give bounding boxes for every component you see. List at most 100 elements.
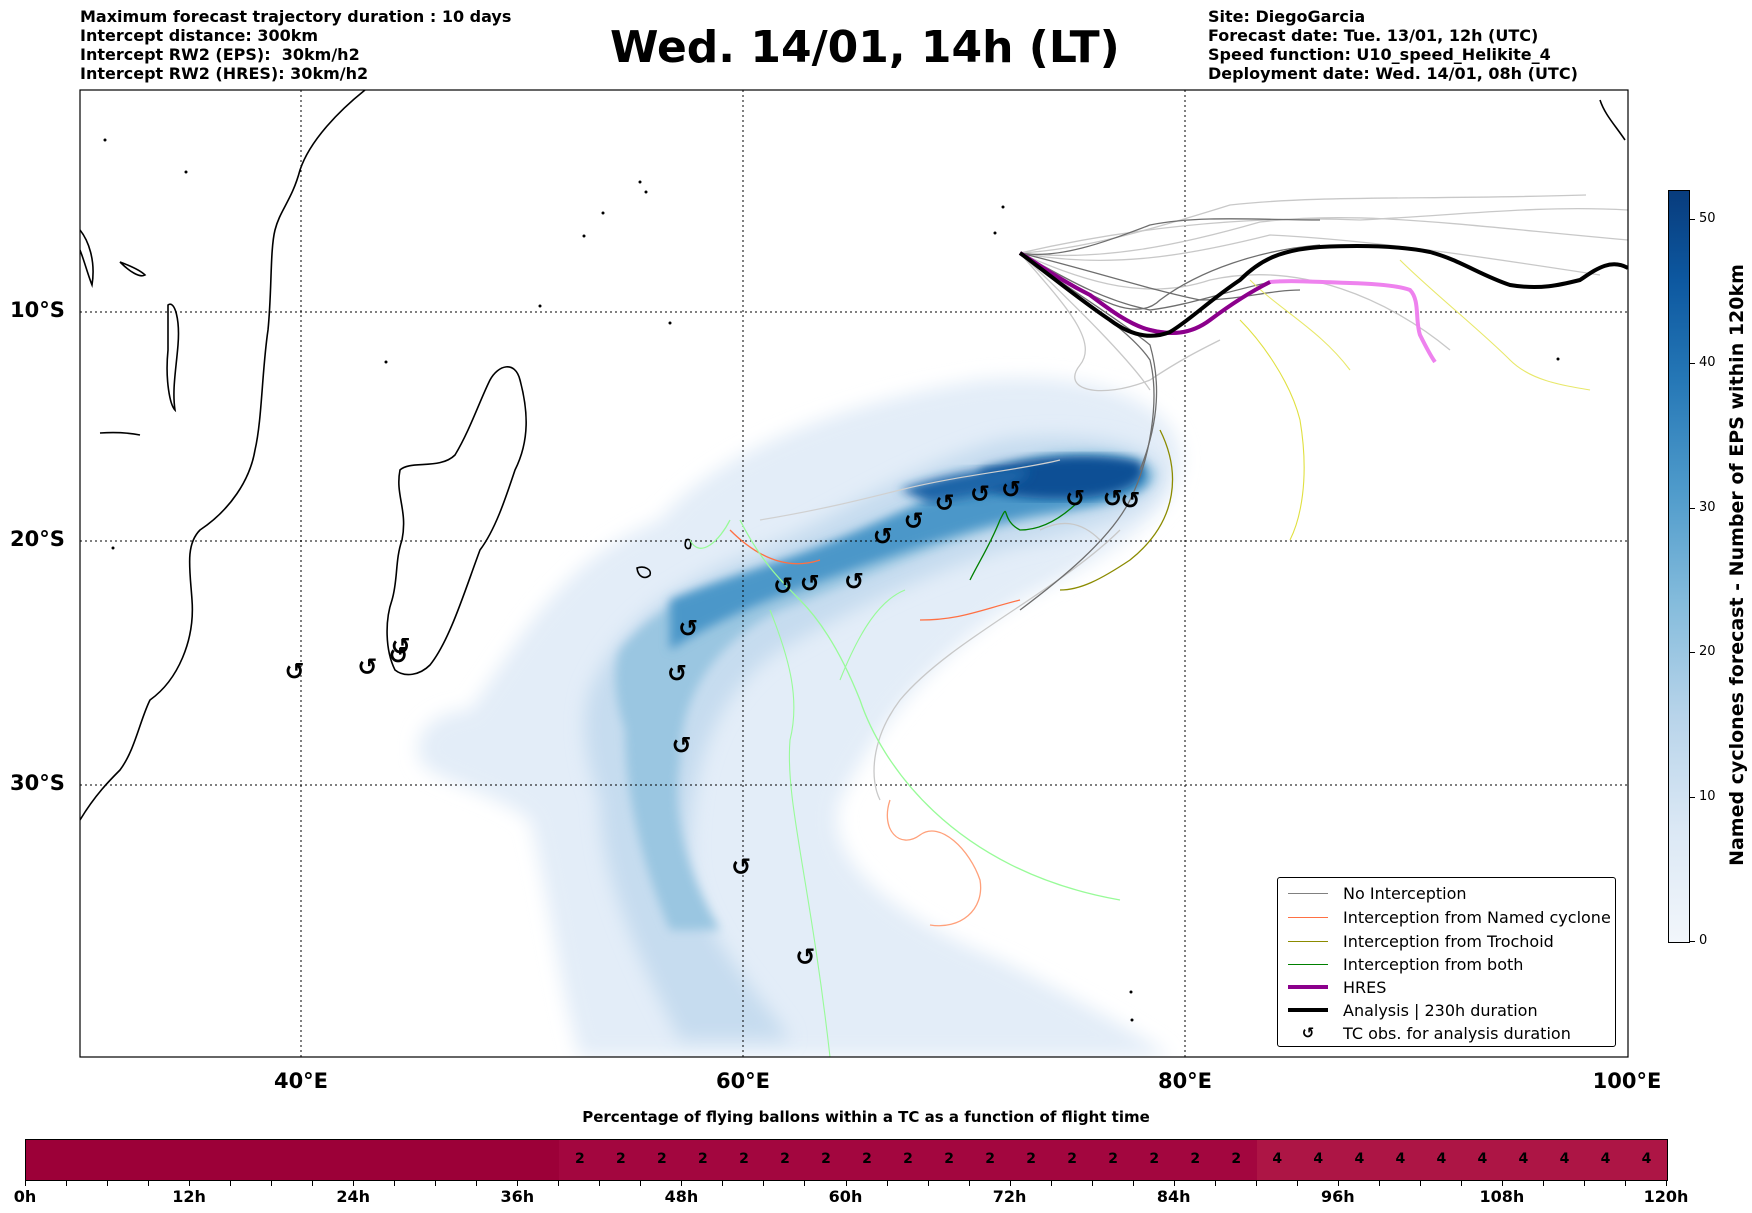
time-bar: 2 2 2 2 2 2 2 2 2 2 2 2 2 2 2 2 2 4 4 4 4 4 4 4 4 4 4 bbox=[25, 1139, 1668, 1181]
time-bar-tick-label: 0h bbox=[13, 1187, 37, 1206]
time-bar-tick-label: 12h bbox=[172, 1187, 206, 1206]
legend-item-analysis: Analysis | 230h duration bbox=[1288, 999, 1538, 1021]
legend-swatch bbox=[1288, 916, 1328, 918]
time-bar-tick bbox=[1378, 1181, 1380, 1186]
time-bar-value: 2 bbox=[1149, 1151, 1160, 1167]
tc-obs-marker: ↺ bbox=[357, 653, 377, 681]
tc-marker-icon: ↺ bbox=[1301, 1024, 1315, 1042]
colorbar-tick-label: 0 bbox=[1699, 933, 1708, 948]
legend-item-both: Interception from both bbox=[1288, 953, 1523, 975]
legend-item-named-cyclone: Interception from Named cyclone bbox=[1288, 906, 1611, 928]
tc-obs-marker: ↺ bbox=[1065, 484, 1085, 512]
time-bar-tick bbox=[107, 1181, 109, 1186]
tc-obs-marker: ↺ bbox=[873, 523, 893, 551]
time-bar-value: 2 bbox=[657, 1151, 667, 1167]
time-bar-tick bbox=[1009, 1181, 1011, 1186]
time-bar-tick bbox=[271, 1181, 273, 1186]
tc-obs-marker: ↺ bbox=[731, 853, 751, 881]
colorbar-tick bbox=[1690, 507, 1695, 509]
map-legend: No Interception Interception from Named … bbox=[1277, 877, 1616, 1047]
time-bar-tick bbox=[1091, 1181, 1093, 1186]
tc-obs-marker: ↺ bbox=[773, 572, 793, 600]
time-bar-tick bbox=[1173, 1181, 1175, 1186]
time-bar-tick-label: 108h bbox=[1479, 1187, 1525, 1206]
time-bar-tick bbox=[681, 1181, 683, 1186]
time-bar-tick bbox=[66, 1181, 68, 1186]
lat-label-30s: 30°S bbox=[10, 771, 65, 795]
colorbar-tick-label: 10 bbox=[1699, 788, 1716, 804]
time-bar-value: 2 bbox=[1067, 1151, 1077, 1167]
tc-obs-marker: ↺ bbox=[970, 480, 990, 508]
lon-label-80e: 80°E bbox=[1157, 1069, 1213, 1093]
time-bar-segment bbox=[559, 1140, 1257, 1180]
time-bar-tick bbox=[476, 1181, 478, 1186]
colorbar bbox=[1668, 190, 1690, 943]
lat-label-20s: 20°S bbox=[10, 527, 65, 551]
header-left: Maximum forecast trajectory duration : 1… bbox=[80, 7, 511, 83]
colorbar-tick bbox=[1690, 363, 1695, 365]
tc-obs-marker: ↺ bbox=[284, 657, 304, 685]
legend-label: No Interception bbox=[1343, 883, 1467, 903]
density-field bbox=[418, 378, 1181, 1057]
colorbar-tick bbox=[1690, 218, 1695, 220]
time-bar-tick bbox=[845, 1181, 847, 1186]
time-bar-tick bbox=[1255, 1181, 1257, 1186]
legend-swatch bbox=[1288, 940, 1328, 942]
time-bar-tick bbox=[1419, 1181, 1421, 1186]
colorbar-tick bbox=[1690, 796, 1695, 798]
tc-obs-marker: ↺ bbox=[1120, 487, 1140, 515]
time-bar-value: 4 bbox=[1436, 1151, 1447, 1167]
legend-item-tc-obs: ↺ TC obs. for analysis duration bbox=[1288, 1022, 1571, 1044]
time-bar-tick bbox=[1214, 1181, 1216, 1186]
tc-obs-marker: ↺ bbox=[671, 732, 691, 760]
time-bar-tick bbox=[394, 1181, 396, 1186]
time-bar-tick bbox=[1296, 1181, 1298, 1186]
time-bar-value: 2 bbox=[698, 1151, 708, 1167]
intercept-eps-text: Intercept RW2 (EPS): 30km/h2 bbox=[80, 45, 360, 64]
time-bar-value: 2 bbox=[1190, 1151, 1201, 1167]
time-bar-tick bbox=[599, 1181, 601, 1186]
legend-swatch bbox=[1288, 985, 1328, 989]
time-bar-tick bbox=[353, 1181, 355, 1186]
page-title: Wed. 14/01, 14h (LT) bbox=[610, 22, 1120, 73]
time-bar-value: 2 bbox=[821, 1151, 831, 1167]
tc-obs-marker: ↺ bbox=[795, 943, 815, 971]
legend-label: TC obs. for analysis duration bbox=[1343, 1023, 1571, 1043]
colorbar-tick-label: 30 bbox=[1699, 499, 1716, 515]
map-frame bbox=[79, 89, 1629, 1058]
time-bar-value: 2 bbox=[944, 1151, 954, 1167]
time-bar-tick-label: 24h bbox=[336, 1187, 371, 1206]
time-bar-tick bbox=[722, 1181, 724, 1186]
time-bar-value: 2 bbox=[1026, 1151, 1036, 1167]
lon-label-60e: 60°E bbox=[715, 1069, 771, 1093]
site-text: Site: DiegoGarcia bbox=[1208, 7, 1366, 26]
intercept-hres-text: Intercept RW2 (HRES): 30km/h2 bbox=[80, 64, 369, 83]
tc-obs-marker: ↺ bbox=[391, 633, 411, 661]
intercept-distance-text: Intercept distance: 300km bbox=[80, 26, 319, 45]
deployment-date-text: Deployment date: Wed. 14/01, 08h (UTC) bbox=[1208, 64, 1578, 83]
time-bar-tick bbox=[1542, 1181, 1544, 1186]
time-bar-tick bbox=[1583, 1181, 1585, 1186]
legend-swatch bbox=[1288, 1008, 1328, 1012]
time-bar-value: 4 bbox=[1477, 1151, 1488, 1167]
time-bar-tick bbox=[1050, 1181, 1052, 1186]
time-bar-tick bbox=[1132, 1181, 1134, 1186]
legend-swatch bbox=[1288, 963, 1328, 965]
time-bar-tick bbox=[1624, 1181, 1626, 1186]
colorbar-tick bbox=[1690, 652, 1695, 654]
time-bar-tick bbox=[927, 1181, 929, 1186]
tc-obs-marker: ↺ bbox=[678, 615, 698, 643]
time-bar-segment bbox=[26, 1140, 560, 1180]
time-bar-segment bbox=[1256, 1140, 1667, 1180]
time-bar-value: 4 bbox=[1272, 1151, 1283, 1167]
time-bar-tick bbox=[558, 1181, 560, 1186]
time-bar-tick bbox=[1460, 1181, 1462, 1186]
time-bar-tick-label: 72h bbox=[992, 1187, 1027, 1206]
tc-obs-marker: ↺ bbox=[667, 660, 687, 688]
time-bar-tick-label: 48h bbox=[664, 1187, 699, 1206]
time-bar-value: 4 bbox=[1559, 1151, 1570, 1167]
time-bar-value: 4 bbox=[1395, 1151, 1406, 1167]
colorbar-tick bbox=[1690, 941, 1695, 942]
max-duration-text: Maximum forecast trajectory duration : 1… bbox=[80, 7, 512, 26]
lon-label-40e: 40°E bbox=[273, 1069, 329, 1093]
